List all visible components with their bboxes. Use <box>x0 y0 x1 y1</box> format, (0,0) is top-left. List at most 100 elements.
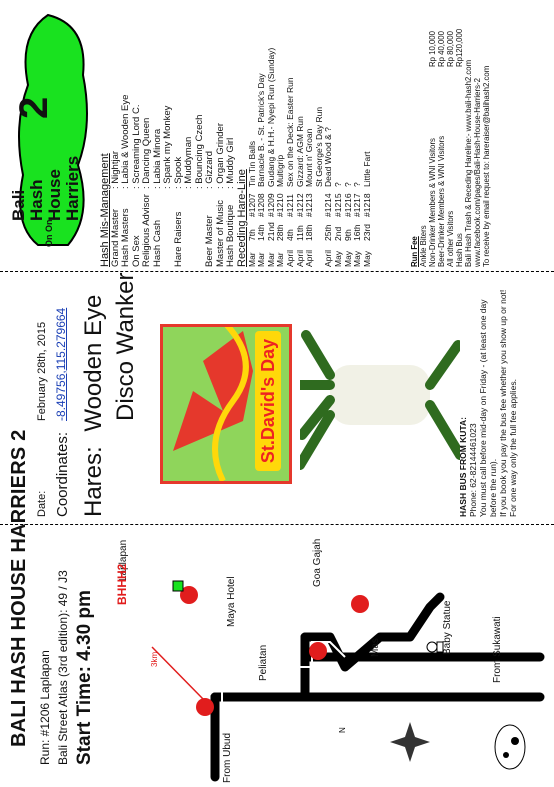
mgmt-row-cell <box>163 189 174 267</box>
st-davids-day-image: St.David's Day <box>160 324 292 484</box>
label-from-ubud: From Ubud <box>222 732 233 783</box>
stop-sign-2 <box>309 642 327 660</box>
bus-line-3: For one way only the full fee applies. <box>508 379 518 517</box>
runfee-row: Hash Bus Rp120,000 <box>455 2 464 267</box>
stop-sign-1 <box>196 698 214 716</box>
runfee-row-cell: Rp 10,000 <box>428 31 437 67</box>
mgmt-row: Religious Advisor: Dancing Queen <box>141 2 153 267</box>
date-row: Date: February 28th, 2015 <box>36 322 48 517</box>
run-fee: Run Fee Ankle Biters Non-Drinker Members … <box>410 2 491 267</box>
mgmt-row: : Muddyman <box>183 2 195 267</box>
runfee-row-cell: Non-Drinker Members & WNI Visitors <box>428 138 437 267</box>
label-mas: Mas <box>370 638 381 657</box>
cow-icon <box>494 724 526 770</box>
hares-label: Hares: <box>80 446 107 517</box>
hash-bus-info: HASH BUS FROM KUTA: Phone: 62-8214446102… <box>458 277 518 517</box>
runfee-row-cell: Ankle Biters <box>419 225 428 267</box>
mgmt-row-cell: Religious Advisor <box>141 194 152 267</box>
logo-number: 2 <box>12 96 56 119</box>
mgmt-list: Grand Master: Nightjar Hash Masters: Labi… <box>110 2 237 267</box>
hareline-row-cell: Little Fart <box>361 151 372 187</box>
mgmt-row-cell: : Spank my Monkey <box>162 105 173 189</box>
st-davids-day-text: St.David's Day <box>255 331 281 471</box>
label-bhhh2: BHHH2 <box>115 563 129 605</box>
coords-link[interactable]: -8.49756,115.279664 <box>54 307 68 421</box>
coords-label: Coordinates: <box>54 431 71 517</box>
mgmt-row: : Spank my Monkey <box>162 2 174 267</box>
label-goa-gajah: Goa Gajah <box>312 538 323 587</box>
hares-row: Hares: Wooden Eye <box>80 295 108 517</box>
runfee-row-cell: All other Visitors <box>446 210 455 267</box>
runfee-line-2: www.facebook.com/pages/Bali-Hash-House-H… <box>473 78 482 267</box>
hareline-list: Mar 7th #1207 Tin Tin Balls Mar 14th #1208 Barn… <box>247 2 373 267</box>
hare-2: Disco Wanker <box>112 272 139 421</box>
runfee-line-1: Bali Hash Trash & Receding Hareline:- ww… <box>464 59 473 267</box>
mgmt-row-cell: : Gizzard <box>204 150 215 189</box>
bus-phone: Phone: 62-82144461023 <box>468 423 478 517</box>
logo-line-2: Hash <box>27 179 46 221</box>
logo-line-4: Harriers <box>63 155 82 221</box>
hareline-row-cell: May <box>361 250 372 267</box>
runfee-list: Ankle Biters Non-Drinker Members & WNI Vi… <box>419 2 464 267</box>
hare-1: Wooden Eye <box>80 294 107 432</box>
label-maya-hotel: Maya Hotel <box>226 576 237 627</box>
runfee-row-cell: Rp 80,000 <box>446 31 455 67</box>
mgmt-row-cell: : Muddyman <box>183 136 194 189</box>
hareline-row-cell: Dead Wood & ? <box>323 127 334 187</box>
mgmt-row: Hash Masters: Labia & Wooden Eye <box>120 2 132 267</box>
runfee-row: Non-Drinker Members & WNI Visitors Rp 10,… <box>428 2 437 267</box>
runfee-row: Ankle Biters <box>419 2 428 267</box>
logo-text: Bali Hash House Harriers <box>9 155 82 221</box>
mgmt-row: Beer Master : Gizzard <box>204 2 216 267</box>
mgmt-row-cell: Hash Masters <box>120 208 131 267</box>
road-main <box>210 592 445 702</box>
hareline-row: May 23rd #1218 Little Fart <box>361 2 373 267</box>
label-baby-statue: Baby Statue <box>442 600 453 655</box>
panel-divider-left <box>0 524 554 525</box>
mgmt-row-cell: Hash Boutique <box>225 204 236 267</box>
date-label: Date: <box>36 490 48 517</box>
bali-map-logo <box>18 13 88 246</box>
logo-line-1: Bali <box>9 189 28 221</box>
runfee-row-cell: Hash Bus <box>455 233 464 267</box>
hareline-title: Receding Hare-Line <box>236 169 248 267</box>
label-from-sukawati: From Sukawati <box>492 616 503 683</box>
logo-on-on: On On <box>44 219 54 248</box>
mgmt-row: Hash Boutique : Muddy Girl <box>225 2 237 267</box>
hareline: Receding Hare-Line Mar 7th #1207 Tin Tin Ba… <box>236 2 373 267</box>
date-value: February 28th, 2015 <box>36 321 48 421</box>
runfee-row-cell: Rp120,000 <box>455 28 464 67</box>
bus-line-2: If you book you pay the bus fee whether … <box>498 289 508 517</box>
bus-line-1: You must call before mid-day on Friday -… <box>478 299 498 518</box>
baby-statue-icon <box>426 641 444 653</box>
runfee-row: All other Visitors Rp 80,000 <box>446 2 455 267</box>
runfee-line-3: To receive by email request to: harerais… <box>482 65 491 267</box>
runfee-row: Beer-Drinker Members & WNI Visitors Rp 40… <box>437 2 446 267</box>
panel-divider-right <box>0 271 554 272</box>
mgmt-row-cell: Hash Cash <box>151 220 163 267</box>
hareline-row-cell: 18th <box>304 224 315 241</box>
mgmt-row: Hare Raisers: Spook <box>172 2 185 267</box>
mgmt-title: Hash Mis-Management <box>99 153 111 267</box>
mgmt-row-cell: Beer Master <box>204 215 215 267</box>
mgmt-row-cell <box>184 189 195 267</box>
coords-row: Coordinates: -8.49756,115.279664 <box>54 308 71 517</box>
hareline-row: May 2nd #1215? <box>333 2 344 267</box>
mgmt-row-cell: Hare Raisers <box>172 211 184 267</box>
hareline-row-cell: April <box>304 249 315 267</box>
compass-icon <box>390 722 430 762</box>
mismanagement: Hash Mis-Management Grand Master: Nightj… <box>99 2 237 267</box>
runfee-row-cell: Rp 40,000 <box>437 31 446 67</box>
stop-sign-3 <box>180 586 198 604</box>
logo-line-3: House <box>45 169 64 221</box>
hareline-row-cell: #1213 <box>304 193 315 217</box>
mgmt-row-cell: : Muddy Girl <box>225 137 236 189</box>
start-marker <box>172 580 184 592</box>
route-map <box>151 580 545 782</box>
runfee-title: Run Fee <box>410 236 419 267</box>
runfee-row-cell: Beer-Drinker Members & WNI Visitors <box>437 135 446 267</box>
label-north: N <box>338 727 347 733</box>
bus-title: HASH BUS FROM KUTA: <box>458 417 468 517</box>
label-peliatan: Peliatan <box>258 644 269 681</box>
